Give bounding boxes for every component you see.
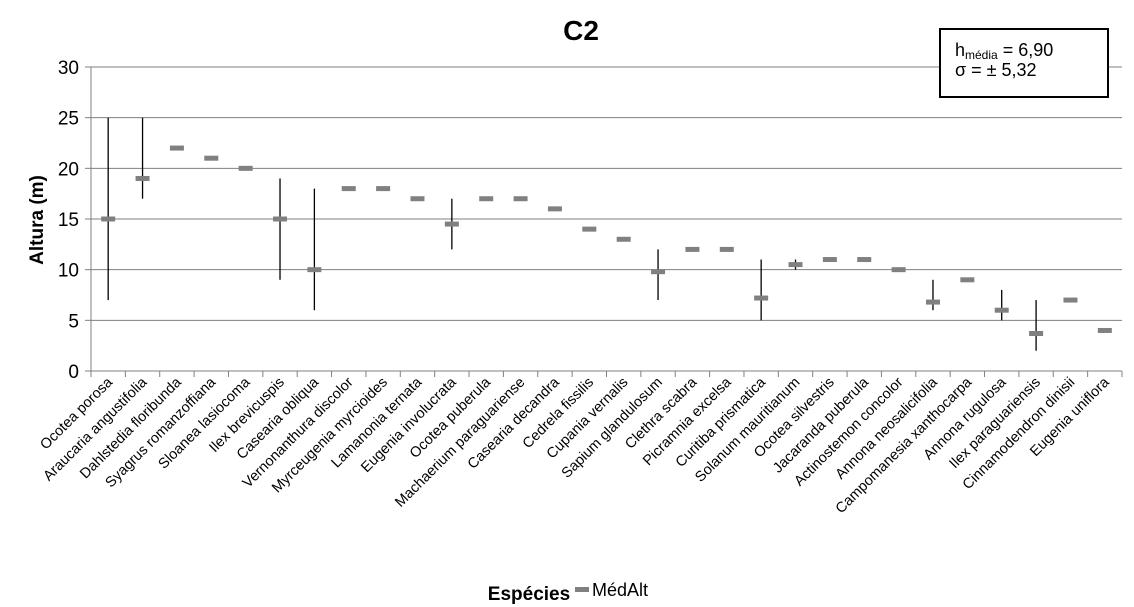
y-tick-label: 0 (68, 362, 79, 383)
mean-height-symbol: h (955, 40, 966, 60)
mean-marker (754, 295, 769, 301)
mean-marker (582, 226, 597, 232)
mean-marker (788, 262, 803, 268)
mean-marker (204, 155, 219, 161)
mean-marker (1063, 297, 1078, 303)
legend-label: MédAlt (592, 580, 648, 600)
mean-marker (616, 236, 631, 242)
mean-marker (101, 216, 116, 222)
mean-marker (891, 267, 906, 273)
y-tick-label: 5 (68, 311, 79, 332)
mean-marker (719, 246, 734, 252)
y-tick-label: 30 (58, 58, 79, 79)
y-tick-label: 25 (58, 109, 79, 130)
y-axis-label: Altura (m) (27, 175, 48, 265)
mean-marker (651, 269, 666, 275)
mean-marker (238, 165, 253, 171)
stats-box: hmédia = 6,90 σ = ± 5,32 (939, 28, 1109, 98)
data-marks (101, 117, 1112, 351)
grid-lines (91, 66, 1122, 321)
std-dev-line: σ = ± 5,32 (955, 60, 1037, 80)
mean-marker (169, 145, 184, 151)
y-tick-label: 10 (58, 261, 79, 282)
mean-marker (307, 267, 322, 273)
mean-height-value: = 6,90 (1002, 40, 1054, 60)
mean-marker (994, 307, 1009, 313)
y-tick-label: 15 (58, 210, 79, 231)
x-axis-label: Espécies (488, 584, 570, 605)
mean-marker (547, 206, 562, 212)
legend-marker (575, 587, 589, 592)
mean-height-subscript: média (965, 48, 998, 62)
mean-marker (479, 196, 494, 202)
mean-marker (513, 196, 528, 202)
mean-marker (925, 299, 940, 305)
mean-marker (960, 277, 975, 283)
mean-height-line: hmédia = 6,90 (955, 40, 1107, 62)
mean-marker (341, 186, 356, 192)
y-tick-labels: 0 5 10 15 20 25 30 (58, 58, 79, 383)
mean-marker (1097, 327, 1112, 333)
mean-marker (1029, 331, 1044, 337)
mean-marker (822, 257, 837, 263)
mean-marker (376, 186, 391, 192)
chart-title: C2 (563, 15, 599, 46)
mean-marker (444, 221, 459, 227)
legend: MédAlt (575, 580, 648, 600)
mean-marker (135, 175, 150, 181)
mean-marker (857, 257, 872, 263)
mean-marker (410, 196, 425, 202)
axes (85, 66, 1123, 377)
mean-marker (273, 216, 288, 222)
y-tick-label: 20 (58, 159, 79, 180)
mean-marker (685, 246, 700, 252)
